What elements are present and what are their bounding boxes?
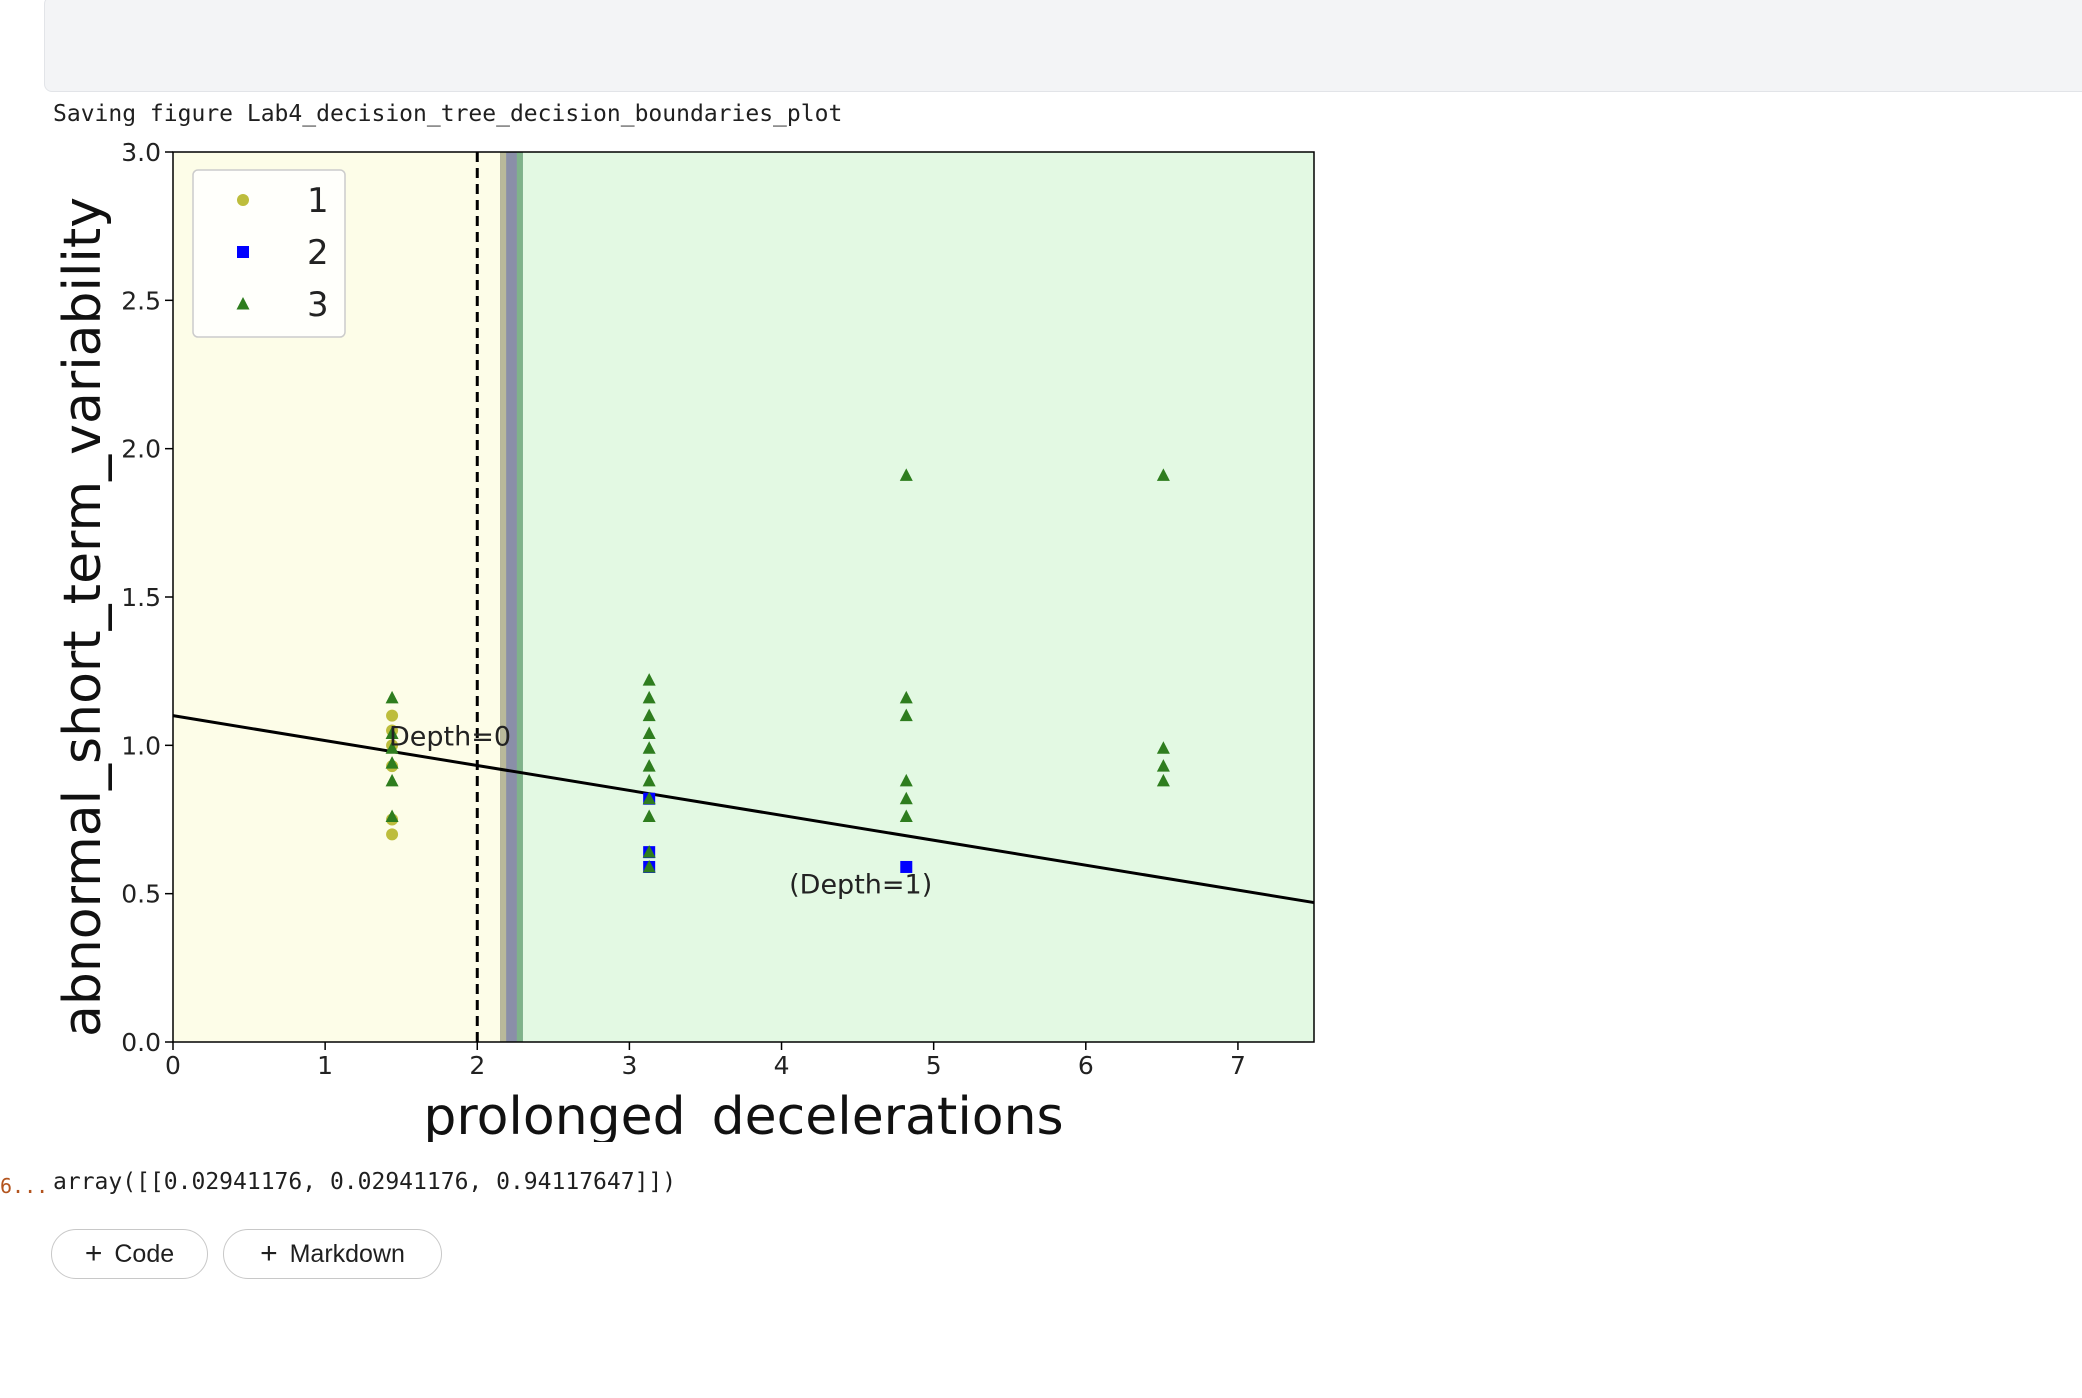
array-output: array([[0.02941176, 0.02941176, 0.941176… (53, 1169, 677, 1195)
data-point-class-3 (1156, 773, 1170, 787)
y-tick-label: 2.0 (121, 435, 161, 464)
data-point-class-3 (642, 708, 656, 722)
decision-boundary-chart: Depth=0 (Depth=1) 0 1 2 3 4 5 6 7 0.0 0.5 1.0 1.5 2.0 2… (53, 138, 1315, 1142)
annotation-label: Depth=0 (389, 721, 511, 752)
solid-boundary-line (172, 714, 1315, 905)
saving-figure-output: Saving figure Lab4_decision_tree_decisio… (53, 101, 843, 127)
x-tick-label: 5 (926, 1051, 942, 1080)
legend-label: 3 (307, 285, 329, 325)
legend-marker-3 (236, 297, 250, 310)
data-point-class-3 (642, 791, 656, 805)
data-point-class-3 (899, 809, 913, 823)
data-point-class-3 (642, 773, 656, 787)
decision-region-3 (522, 152, 1314, 1042)
add-code-cell-button[interactable]: + Code (51, 1229, 208, 1279)
x-tick-label: 1 (317, 1051, 333, 1080)
legend-box (192, 169, 346, 338)
data-point-class-3 (642, 859, 656, 873)
y-tick-label: 3.0 (121, 138, 161, 167)
data-point-class-3 (385, 756, 399, 769)
data-point-class-1 (386, 828, 399, 841)
data-point-class-1 (386, 709, 399, 722)
x-tick-label: 2 (469, 1051, 485, 1080)
x-tick-label: 7 (1230, 1051, 1246, 1080)
data-point-class-3 (642, 673, 656, 686)
data-point-class-3 (899, 791, 913, 805)
execution-count: 6... (0, 1174, 49, 1198)
y-tick-label: 1.5 (121, 583, 161, 612)
data-point-class-3 (385, 809, 399, 823)
data-point-class-2 (900, 860, 913, 873)
x-tick-label: 3 (621, 1051, 637, 1080)
data-point-class-3 (899, 708, 913, 722)
data-point-class-3 (1156, 468, 1170, 481)
code-cell-input[interactable] (44, 0, 2082, 92)
data-point-class-3 (1156, 759, 1170, 772)
y-tick-label: 0.0 (121, 1028, 161, 1057)
annotation-label: (Depth=1) (789, 870, 932, 901)
data-point-class-3 (642, 809, 656, 823)
data-point-class-3 (385, 741, 399, 754)
x-axis-label: prolonged_decelerations (423, 1087, 1063, 1142)
plus-icon: + (84, 1237, 103, 1270)
y-tick-label: 1.0 (121, 731, 161, 760)
data-point-class-3 (642, 690, 656, 704)
data-point-class-3 (1156, 741, 1170, 754)
add-markdown-cell-button[interactable]: + Markdown (223, 1229, 442, 1279)
transition-stripe-left (500, 152, 507, 1042)
y-tick-label: 2.5 (121, 286, 161, 315)
x-tick-label: 4 (774, 1051, 790, 1080)
data-point-class-3 (642, 726, 656, 739)
legend-label: 2 (307, 233, 329, 273)
data-point-class-3 (899, 773, 913, 787)
x-tick-label: 6 (1078, 1051, 1094, 1080)
plus-icon: + (260, 1237, 278, 1270)
transition-stripe-right (516, 152, 523, 1042)
x-tick-label: 0 (165, 1051, 181, 1080)
legend-label: 1 (307, 181, 329, 221)
legend-marker-1 (237, 194, 249, 206)
data-point-class-3 (642, 845, 656, 858)
data-point-class-3 (642, 759, 656, 772)
data-point-class-3 (385, 690, 399, 704)
y-axis-label: abnormal_short_term_variability (53, 197, 113, 1037)
data-point-class-3 (642, 741, 656, 754)
data-point-class-3 (899, 690, 913, 704)
data-point-class-3 (385, 773, 399, 787)
add-code-label: Code (114, 1239, 175, 1268)
data-point-class-3 (385, 726, 399, 739)
legend-marker-2 (237, 246, 249, 258)
add-markdown-label: Markdown (289, 1239, 405, 1268)
y-tick-label: 0.5 (121, 880, 161, 909)
data-point-class-3 (899, 468, 913, 481)
